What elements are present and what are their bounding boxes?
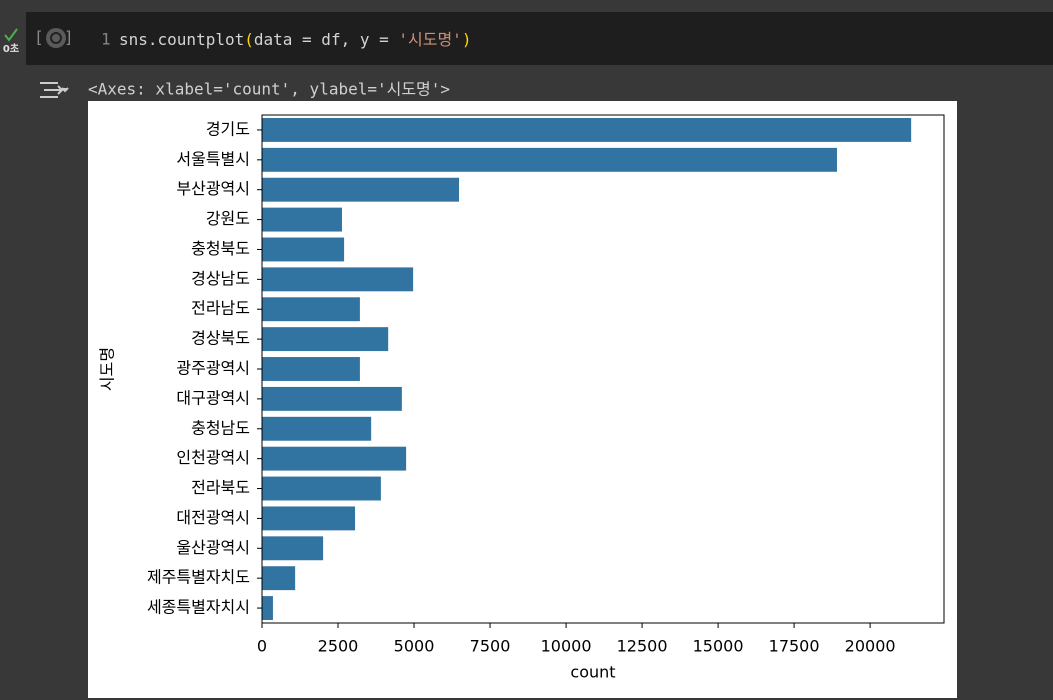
y-tick-label: 전라남도 [191, 299, 250, 318]
code-line: sns.countplot(data = df, y = '시도명') [119, 30, 471, 49]
y-tick-label: 전라북도 [191, 478, 250, 497]
axes-frame [261, 114, 945, 624]
output-text: <Axes: xlabel='count', ylabel='시도명'> [88, 80, 450, 99]
bar [262, 506, 356, 531]
x-tick-label: 5000 [394, 637, 435, 656]
y-tick-label: 경기도 [206, 119, 250, 138]
x-tick-label: 12500 [617, 637, 668, 656]
bar [262, 267, 414, 292]
x-tick-label: 15000 [693, 637, 744, 656]
exec-time: 0초 [3, 42, 19, 55]
bar [262, 386, 402, 411]
bar [262, 237, 345, 262]
bar [262, 177, 460, 202]
bar [262, 327, 389, 352]
y-tick-label: 인천광역시 [176, 448, 250, 467]
y-tick-label: 대전광역시 [176, 508, 250, 527]
bar [262, 117, 912, 142]
y-tick-label: 제주특별자치도 [147, 568, 250, 587]
x-tick-label: 0 [257, 637, 267, 656]
x-tick-label: 20000 [845, 637, 896, 656]
y-tick-label: 대구광역시 [176, 388, 250, 407]
y-tick-label: 광주광역시 [176, 359, 250, 378]
y-tick-label: 충청남도 [191, 418, 250, 437]
code-token: sns.countplot [119, 30, 244, 49]
plot: 경기도서울특별시부산광역시강원도충청북도경상남도전라남도경상북도광주광역시대구광… [98, 114, 945, 682]
code-token: '시도명' [398, 30, 461, 49]
figure [88, 101, 957, 698]
output-icon[interactable] [40, 82, 69, 98]
bar [262, 357, 360, 381]
y-tick-label: 경상남도 [191, 269, 250, 288]
y-tick-label: 부산광역시 [176, 179, 250, 198]
x-tick-label: 17500 [769, 637, 820, 656]
y-tick-label: 충청북도 [191, 239, 250, 258]
bar [262, 476, 381, 501]
bar [262, 566, 296, 591]
x-tick-label: 2500 [318, 637, 359, 656]
bar [262, 416, 372, 441]
y-axis-label: 시도명 [98, 347, 117, 391]
bar [262, 596, 273, 621]
bar [262, 446, 407, 471]
run-button[interactable] [46, 28, 66, 48]
y-tick-label: 세종특별자치시 [147, 598, 250, 617]
bar [262, 147, 837, 172]
bracket: ] [64, 28, 74, 47]
x-axis-label: count [570, 663, 615, 682]
y-tick-label: 경상북도 [191, 329, 250, 348]
bracket: [ [34, 28, 44, 47]
code-token: ( [244, 30, 254, 49]
y-tick-label: 서울특별시 [176, 149, 250, 168]
x-tick-label: 10000 [541, 637, 592, 656]
bar [262, 536, 324, 561]
bar [262, 207, 342, 232]
code-token: data = df, y = [254, 30, 399, 49]
line-number: 1 [101, 30, 111, 49]
x-tick-label: 7500 [470, 637, 511, 656]
code-token: ) [462, 30, 472, 49]
y-tick-label: 강원도 [206, 209, 250, 228]
bar [262, 297, 360, 322]
status-check [4, 28, 18, 42]
code-cell [26, 12, 1053, 65]
run-icon [50, 32, 62, 44]
y-tick-label: 울산광역시 [176, 538, 250, 557]
